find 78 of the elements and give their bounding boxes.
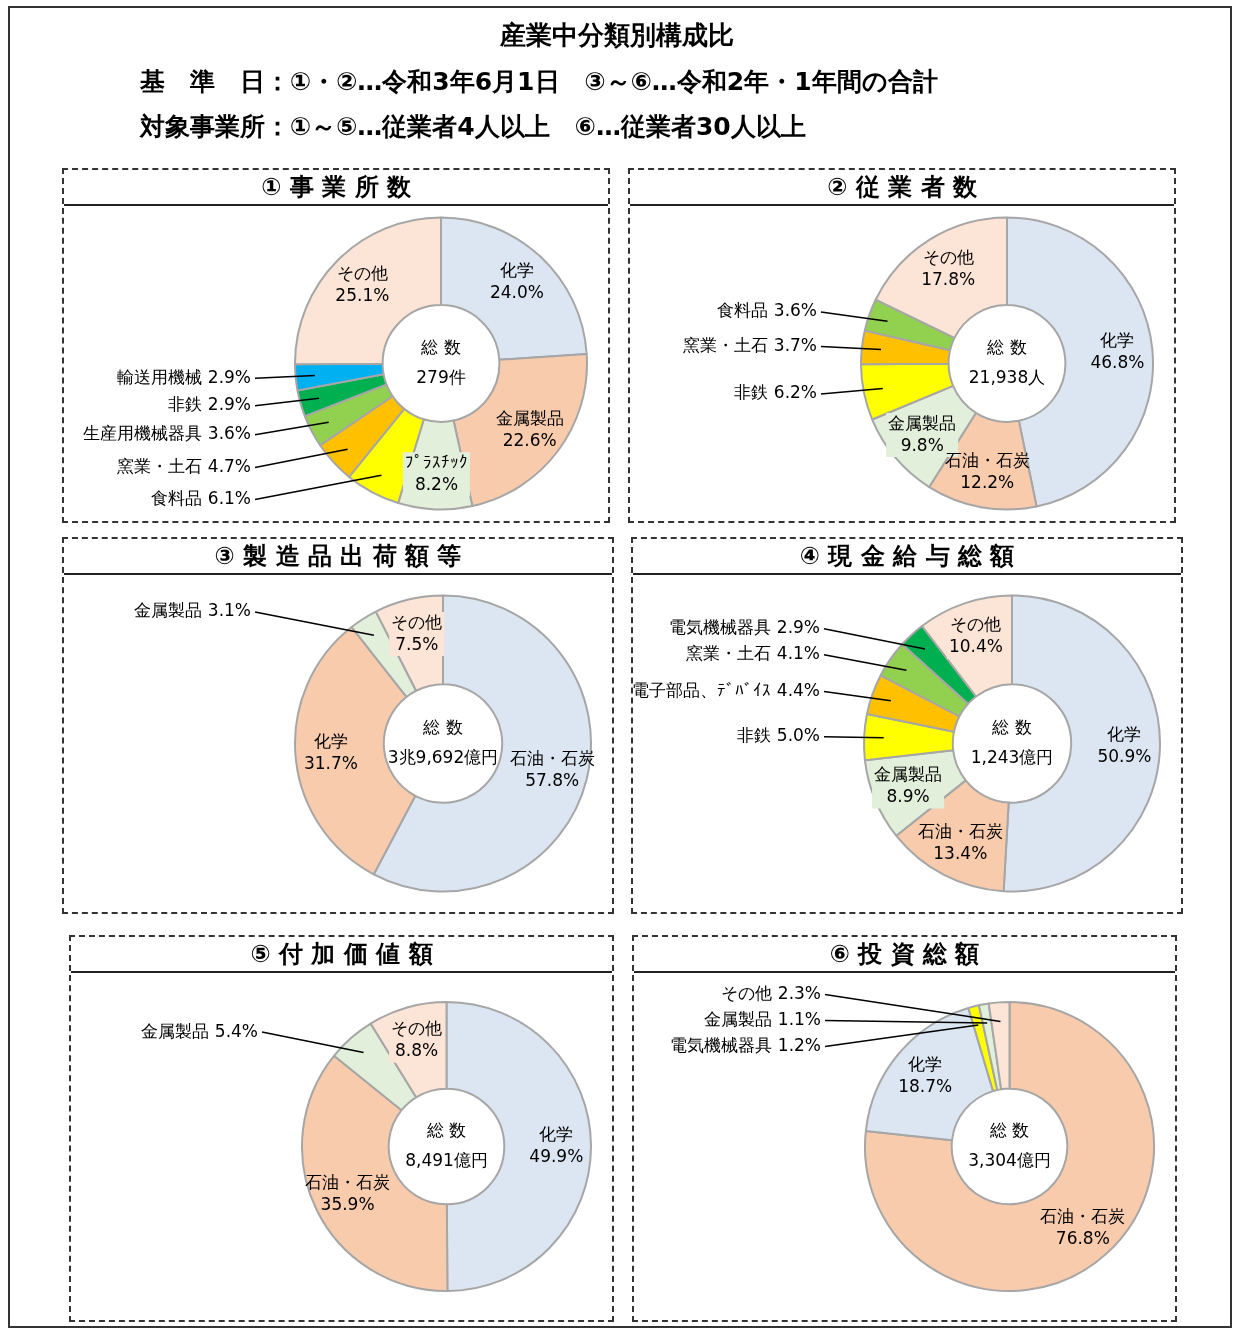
text: 総 数 [422,716,463,737]
slice-label: 金属製品 1.1% [704,1008,821,1029]
slice-label: 金属製品 [495,407,564,428]
chart-title: ⑤ 付 加 価 値 額 [71,937,612,973]
data-label: 9.8% [900,434,944,455]
chart-title: ② 従 業 者 数 [630,170,1174,206]
slice-label: その他 [922,246,974,267]
data-label: 13.4% [933,842,988,863]
slice-label: 金属製品 [874,763,943,784]
chart-title: ③ 製 造 品 出 荷 額 等 [64,539,612,575]
slice-label: 電子部品、ﾃﾞﾊﾞｲｽ 4.4% [632,680,820,700]
data-label: 8.2% [414,473,459,494]
data-label: 17.8% [921,268,976,289]
slice-label: 金属製品 3.1% [134,600,251,621]
slice-label: 石油・石炭 [944,450,1030,471]
slice-label: 石油・石炭 [509,748,595,769]
slice-label: ﾌﾟﾗｽﾁｯｸ [404,451,468,472]
slice-label: 電気機械器具 1.2% [670,1034,821,1055]
data-label: 10.4% [948,636,1003,657]
slice-label: 窯業・土石 3.7% [683,334,817,355]
slice-label: 石油・石炭 [917,820,1003,841]
data-label: 12.2% [960,472,1015,493]
chart-title: ⑥ 投 資 総 額 [634,937,1175,973]
slice-label: 窯業・土石 4.1% [686,643,820,664]
slice-label: 非鉄 6.2% [734,382,817,403]
data-label: 31.7% [303,752,358,773]
slice-label: 輸送用機械 2.9% [117,366,251,387]
text: 総 数 [425,1119,467,1140]
slice-label: 化学 [1100,329,1135,350]
data-label: 8.9% [886,785,930,806]
slice-label: 食料品 6.1% [151,487,251,508]
slice-label: 化学 [539,1123,574,1144]
text: 3兆9,692億円 [387,746,499,767]
text: 21,938人 [968,366,1046,387]
slice-label: 化学 [313,730,348,751]
slice-label: 化学 [908,1053,943,1074]
slice-label: 非鉄 2.9% [168,394,251,415]
slice-label: その他 [391,611,443,632]
slice-label: 石油・石炭 [1040,1205,1126,1226]
text: 8,491億円 [405,1149,488,1170]
slice-label: その他 [336,262,388,283]
chart-title: ① 事 業 所 数 [64,170,608,206]
slice-label: 電気機械器具 2.9% [669,617,820,638]
slice-label: その他 [391,1018,443,1039]
slice-label: その他 2.3% [721,982,821,1003]
data-label: 24.0% [489,281,544,302]
text: 1,243億円 [970,746,1054,767]
slice-label: 非鉄 5.0% [737,725,820,746]
slice-label: 窯業・土石 4.7% [117,456,251,477]
text: 総 数 [420,336,461,357]
data-label: 18.7% [898,1075,953,1096]
slice-label: その他 [950,614,1002,635]
data-label: 22.6% [502,429,557,450]
slice-label: 食料品 3.6% [717,300,817,321]
slice-label: 化学 [1107,724,1142,745]
text: 279件 [416,366,466,387]
slice-label: 金属製品 5.4% [141,1020,258,1041]
text: 総 数 [988,1119,1030,1140]
slice-label: 金属製品 [888,412,957,433]
data-label: 57.8% [525,770,580,791]
chart-title: ④ 現 金 給 与 総 額 [633,539,1181,575]
text: 産業中分類別構成比 [499,19,735,52]
data-label: 25.1% [335,284,390,305]
data-label: 46.8% [1090,351,1145,372]
slice-label: 生産用機械器具 3.6% [83,423,251,444]
data-label: 7.5% [395,633,439,654]
data-label: 35.9% [320,1193,375,1214]
text: 基 準 日：①・②…令和3年6月1日 ③～⑥…令和2年・1年間の合計 [140,66,939,98]
text: 対象事業所：①～⑤…従業者4人以上 ⑥…従業者30人以上 [140,111,807,143]
data-label: 50.9% [1097,746,1152,767]
slice-label: 石油・石炭 [305,1171,391,1192]
data-label: 8.8% [394,1040,439,1061]
text: 総 数 [991,716,1032,737]
text: 3,304億円 [968,1149,1051,1170]
slice-label: 化学 [499,259,534,280]
text: 総 数 [986,336,1027,357]
data-label: 49.9% [529,1145,584,1166]
data-label: 76.8% [1055,1227,1110,1248]
